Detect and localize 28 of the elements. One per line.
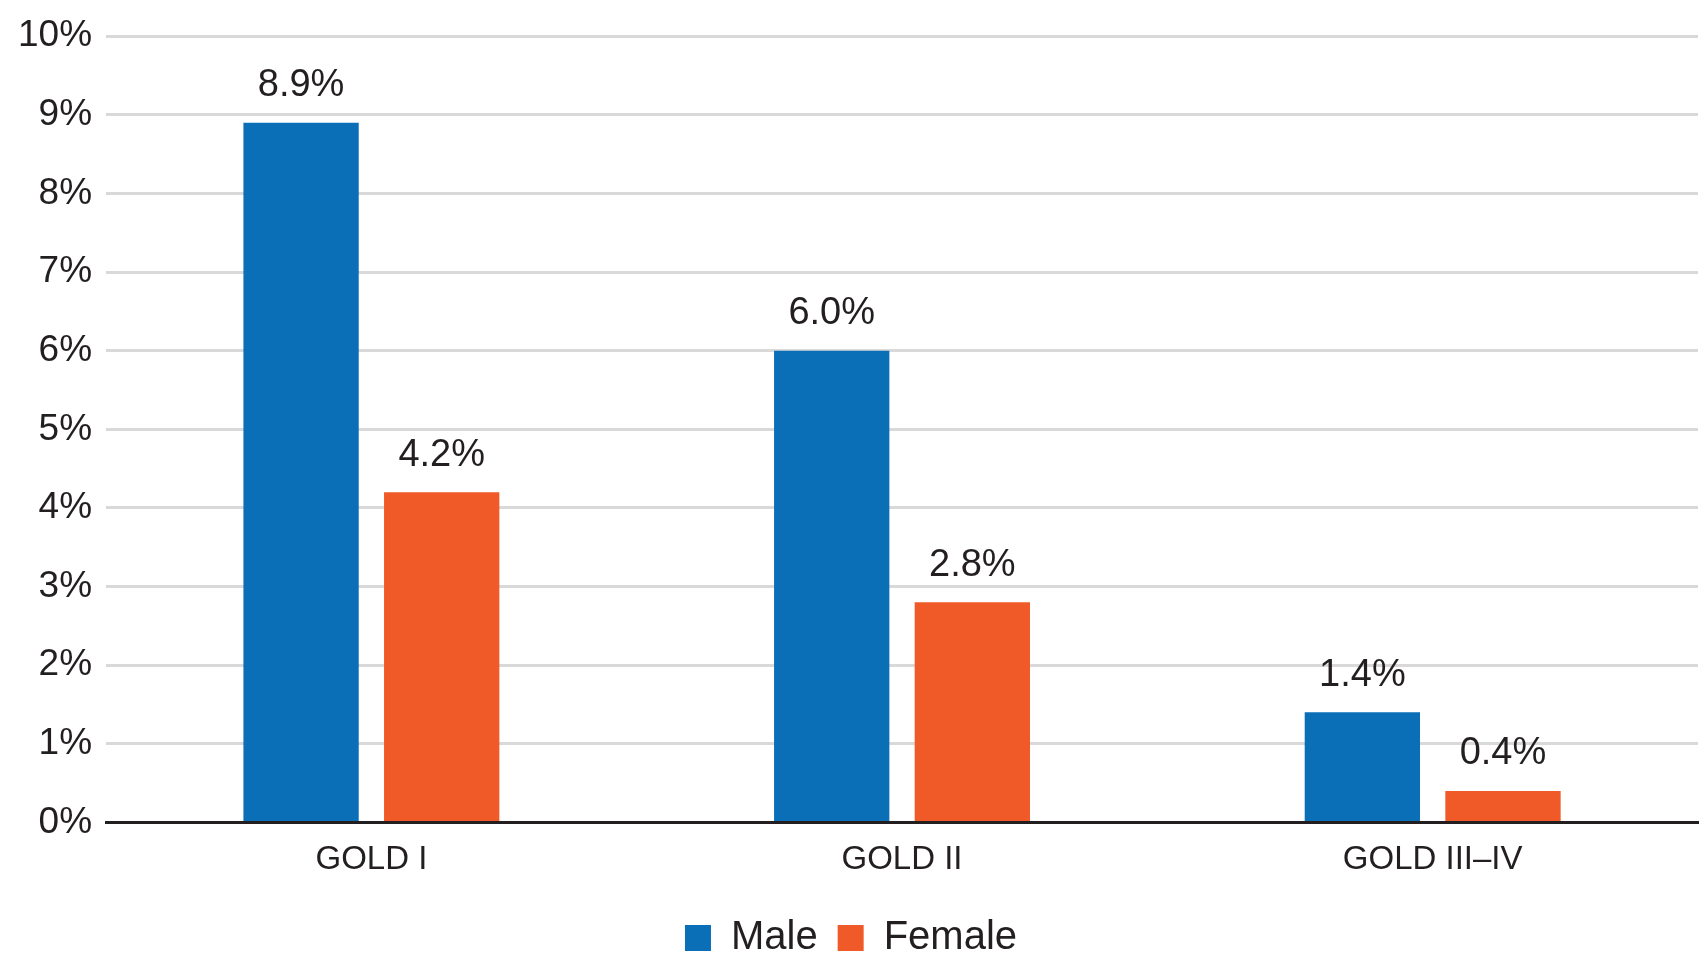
y-tick-label: 10% xyxy=(17,13,93,55)
y-tick-label: 9% xyxy=(38,92,93,134)
data-label: 1.4% xyxy=(1319,651,1406,694)
y-tick-label: 5% xyxy=(38,406,93,448)
x-tick-label: GOLD II xyxy=(841,839,963,877)
data-label: 2.8% xyxy=(929,541,1016,584)
y-tick-label: 6% xyxy=(38,327,93,369)
y-tick-label: 3% xyxy=(38,563,93,605)
bar xyxy=(384,492,500,821)
y-tick-label: 0% xyxy=(38,799,93,841)
y-tick-label: 2% xyxy=(38,642,93,684)
bar xyxy=(774,350,890,821)
data-label: 4.2% xyxy=(398,431,485,474)
data-label: 6.0% xyxy=(788,290,876,333)
legend-label: Female xyxy=(883,913,1018,958)
bar xyxy=(1304,712,1421,821)
data-label: 8.9% xyxy=(257,62,345,105)
bar xyxy=(243,122,359,821)
bar xyxy=(1445,790,1561,821)
x-tick-label: GOLD I xyxy=(315,839,428,877)
x-tick-label: GOLD III–IV xyxy=(1342,839,1523,877)
bar xyxy=(914,602,1030,821)
y-tick-label: 8% xyxy=(38,170,93,212)
legend-label: Male xyxy=(730,913,818,958)
y-tick-label: 7% xyxy=(38,249,93,291)
y-tick-label: 4% xyxy=(38,485,93,527)
y-tick-label: 1% xyxy=(38,720,93,762)
data-label: 0.4% xyxy=(1459,730,1547,773)
